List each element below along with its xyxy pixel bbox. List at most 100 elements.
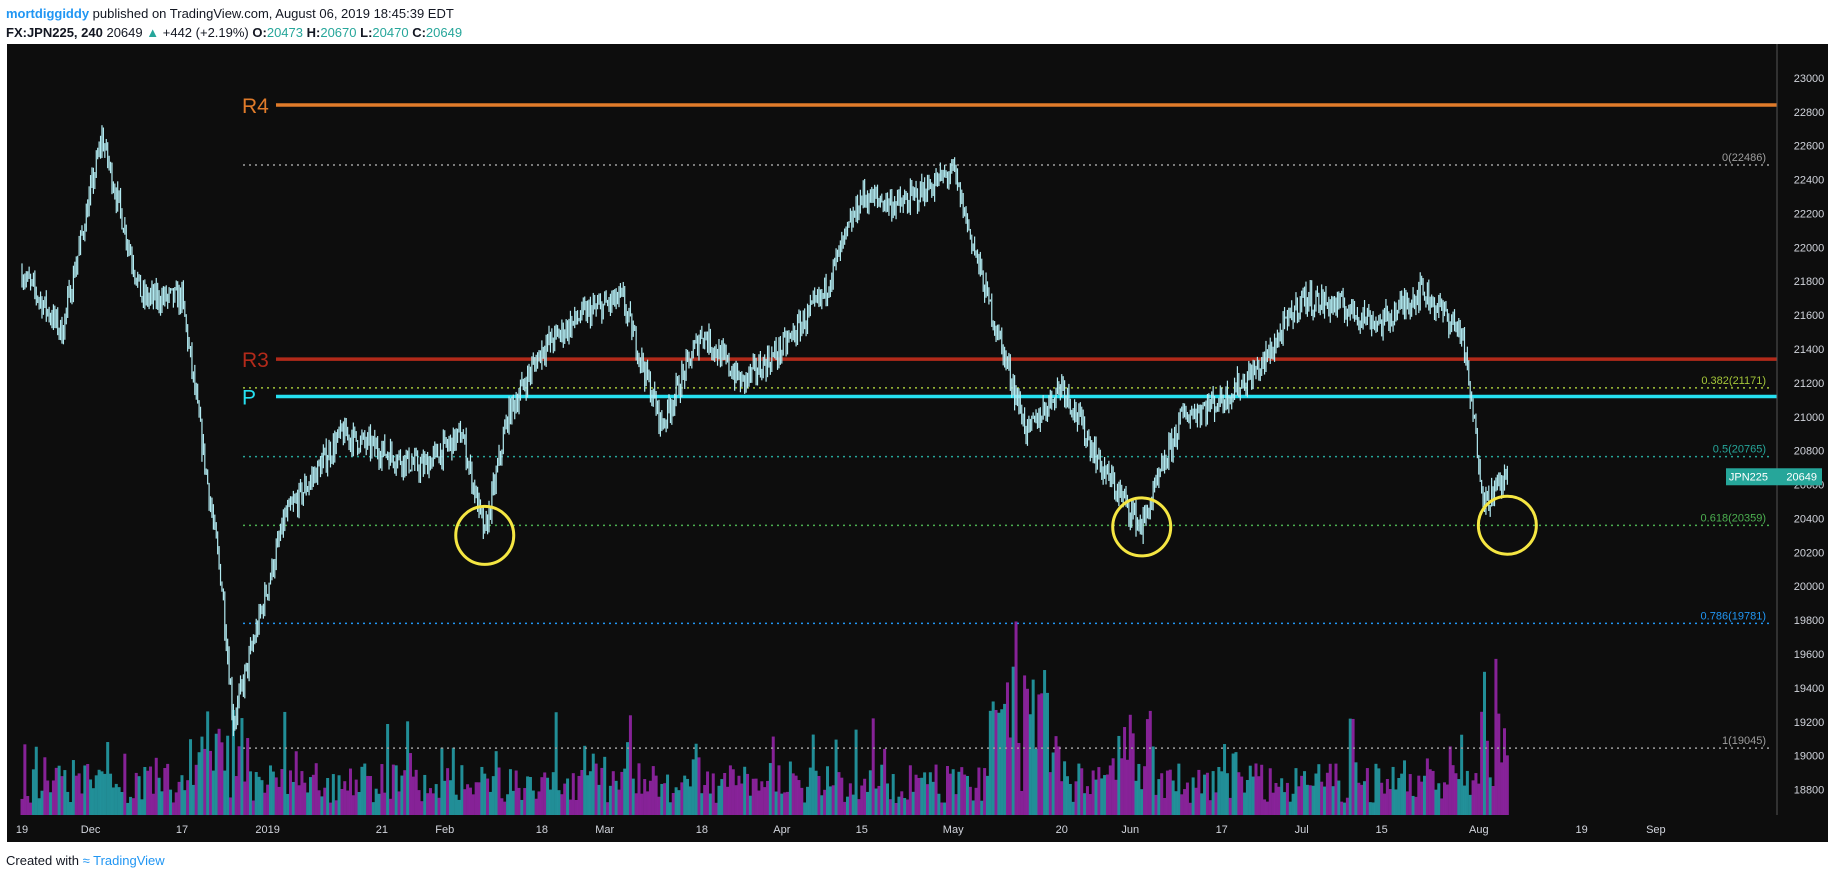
volume-bar — [508, 769, 512, 815]
volume-bar — [29, 802, 33, 815]
fib-retracement[interactable]: 0(22486) 0.382(21171) 0.5(20765) 0.618(2035… — [243, 152, 1771, 749]
volume-bar — [1031, 679, 1035, 815]
volume-bar — [1303, 771, 1307, 815]
volume-bar — [143, 766, 147, 815]
volume-bar — [420, 801, 424, 815]
volume-bar — [183, 790, 187, 815]
volume-bar — [117, 787, 121, 815]
price-tick-label: 20800 — [1794, 446, 1825, 458]
volume-bar — [1034, 748, 1038, 815]
volume-bar — [440, 747, 444, 815]
volume-bar — [648, 780, 652, 815]
author-name[interactable]: mortdiggiddy — [6, 6, 90, 21]
volume-bar — [417, 790, 421, 815]
volume-bar — [1485, 740, 1489, 815]
volume-bar — [848, 783, 852, 815]
volume-bar — [566, 778, 570, 815]
price-tick-label: 19000 — [1794, 751, 1825, 763]
volume-bar — [266, 784, 270, 815]
volume-bar — [114, 783, 118, 815]
volume-bar — [1125, 759, 1129, 815]
volume-bar — [1328, 763, 1332, 815]
volume-bar — [951, 769, 955, 815]
time-tick-label: 18 — [536, 824, 548, 836]
volume-bar — [394, 765, 398, 815]
volume-bar — [534, 798, 538, 815]
highlight-circle[interactable] — [1111, 496, 1173, 558]
volume-bar — [157, 777, 161, 815]
volume-bar — [1103, 775, 1107, 815]
volume-bar — [357, 792, 361, 815]
volume-bar — [426, 793, 430, 815]
volume-bar — [617, 789, 621, 815]
price-tick-label: 22600 — [1794, 141, 1825, 153]
volume-bar — [51, 780, 55, 815]
volume-bar — [443, 780, 447, 815]
volume-bar — [360, 766, 364, 815]
highlight-circle[interactable] — [454, 504, 516, 566]
tradingview-logo-icon[interactable]: ≈ — [82, 853, 90, 868]
volume-bar — [668, 802, 672, 815]
volume-bar — [1088, 794, 1092, 815]
volume-bar — [411, 776, 415, 815]
volume-bar — [103, 773, 107, 815]
time-axis-area[interactable] — [7, 815, 1777, 842]
volume-bar — [945, 766, 949, 815]
close-value: 20649 — [425, 25, 463, 40]
volume-bar — [263, 792, 267, 815]
volume-bar — [137, 776, 141, 815]
volume-bar — [880, 764, 884, 815]
volume-bar — [686, 778, 690, 815]
volume-bar — [40, 790, 44, 815]
volume-bar — [1363, 781, 1367, 815]
volume-bar — [451, 747, 455, 815]
volume-bar — [351, 795, 355, 815]
level-p-label: P — [242, 386, 256, 409]
volume-bar — [640, 793, 644, 815]
volume-bar — [1245, 780, 1249, 815]
time-tick-label: Aug — [1469, 824, 1489, 836]
volume-bar — [1200, 793, 1204, 815]
volume-bar — [954, 794, 958, 815]
tradingview-brand[interactable]: TradingView — [93, 853, 165, 868]
volume-bar — [1023, 675, 1027, 815]
volume-bar — [905, 799, 909, 815]
volume-bar — [1323, 786, 1327, 815]
volume-bar — [1457, 779, 1461, 815]
volume-bar — [843, 801, 847, 815]
volume-bar — [463, 789, 467, 815]
close-label: C: — [412, 25, 426, 40]
volume-bar — [1374, 763, 1378, 815]
volume-bar — [711, 773, 715, 815]
volume-bar — [1368, 802, 1372, 815]
volume-bar — [343, 781, 347, 815]
fib-level-label: 0.786(19781) — [1701, 610, 1766, 622]
volume-bar — [303, 782, 307, 815]
volume-bar — [37, 798, 41, 815]
last-price: 20649 — [106, 25, 143, 40]
volume-bar — [397, 791, 401, 815]
volume-bar — [1194, 787, 1198, 815]
volume-bar — [1400, 773, 1404, 815]
volume-bar — [874, 788, 878, 815]
volume-bar — [837, 772, 841, 815]
volume-bar — [1028, 714, 1032, 815]
volume-bar — [714, 802, 718, 815]
volume-bar — [957, 771, 961, 815]
publish-line: mortdiggiddy published on TradingView.co… — [6, 4, 462, 23]
volume-bar — [23, 744, 27, 815]
volume-bar — [1140, 789, 1144, 815]
volume-bar — [1377, 768, 1381, 815]
volume-bar — [537, 791, 541, 815]
volume-bar — [1037, 694, 1041, 815]
volume-bar — [866, 791, 870, 815]
volume-bar — [548, 789, 552, 815]
volume-bar — [1234, 752, 1238, 815]
volume-bar — [1491, 786, 1495, 815]
price-axis-area[interactable] — [1777, 44, 1828, 842]
highlight-circles[interactable] — [454, 494, 1538, 566]
volume-bar — [1228, 797, 1232, 815]
volume-bar — [937, 793, 941, 815]
highlight-circle[interactable] — [1476, 494, 1538, 556]
